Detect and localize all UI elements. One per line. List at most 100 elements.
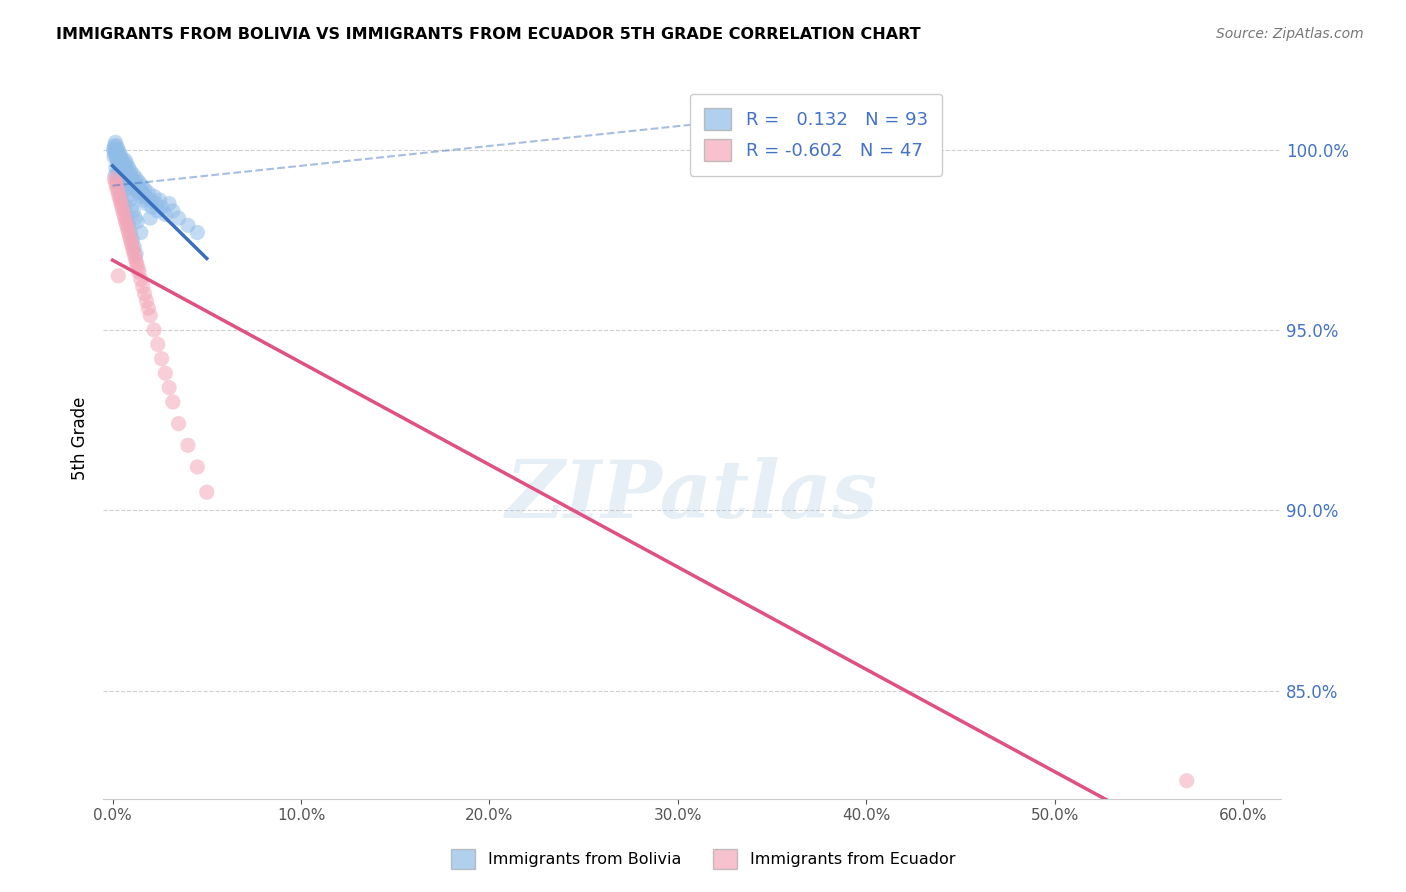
Point bbox=[108, 182, 131, 196]
Point bbox=[131, 279, 153, 293]
Point bbox=[111, 203, 134, 218]
Point bbox=[122, 244, 145, 258]
Point bbox=[111, 161, 134, 175]
Point bbox=[104, 136, 127, 150]
Point bbox=[167, 211, 190, 226]
Point bbox=[162, 203, 184, 218]
Point bbox=[125, 171, 148, 186]
Point bbox=[104, 161, 127, 175]
Point bbox=[186, 226, 208, 240]
Point bbox=[127, 261, 149, 276]
Point bbox=[108, 189, 131, 203]
Point bbox=[141, 200, 163, 214]
Point bbox=[150, 351, 173, 366]
Point bbox=[112, 157, 135, 171]
Point bbox=[155, 366, 177, 380]
Point bbox=[129, 189, 152, 203]
Point bbox=[125, 247, 148, 261]
Point bbox=[114, 211, 136, 226]
Point bbox=[186, 459, 208, 474]
Point bbox=[111, 153, 134, 168]
Point bbox=[108, 164, 131, 178]
Point bbox=[118, 168, 141, 182]
Point bbox=[103, 139, 125, 153]
Y-axis label: 5th Grade: 5th Grade bbox=[72, 396, 89, 480]
Point bbox=[111, 196, 134, 211]
Text: IMMIGRANTS FROM BOLIVIA VS IMMIGRANTS FROM ECUADOR 5TH GRADE CORRELATION CHART: IMMIGRANTS FROM BOLIVIA VS IMMIGRANTS FR… bbox=[56, 27, 921, 42]
Point bbox=[128, 175, 150, 189]
Point bbox=[122, 203, 145, 218]
Point bbox=[108, 153, 131, 168]
Point bbox=[143, 189, 166, 203]
Point bbox=[131, 178, 153, 193]
Point bbox=[115, 168, 138, 182]
Point bbox=[111, 171, 134, 186]
Point bbox=[110, 157, 132, 171]
Point bbox=[125, 178, 148, 193]
Point bbox=[135, 196, 157, 211]
Point bbox=[115, 211, 138, 226]
Point bbox=[129, 272, 152, 286]
Point bbox=[107, 143, 129, 157]
Point bbox=[107, 157, 129, 171]
Point bbox=[122, 240, 145, 254]
Point bbox=[167, 417, 190, 431]
Point bbox=[104, 168, 127, 182]
Point bbox=[1175, 773, 1198, 788]
Point bbox=[110, 161, 132, 175]
Point bbox=[104, 143, 127, 157]
Point bbox=[157, 381, 180, 395]
Point bbox=[108, 193, 131, 207]
Point bbox=[128, 265, 150, 279]
Point bbox=[112, 178, 135, 193]
Point bbox=[115, 157, 138, 171]
Point bbox=[118, 175, 141, 189]
Point bbox=[110, 196, 132, 211]
Point bbox=[129, 226, 152, 240]
Point bbox=[138, 301, 160, 316]
Point bbox=[139, 193, 162, 207]
Point bbox=[110, 150, 132, 164]
Point bbox=[114, 153, 136, 168]
Legend: Immigrants from Bolivia, Immigrants from Ecuador: Immigrants from Bolivia, Immigrants from… bbox=[444, 843, 962, 875]
Point bbox=[117, 189, 139, 203]
Point bbox=[122, 168, 145, 182]
Point bbox=[114, 161, 136, 175]
Point bbox=[107, 186, 129, 200]
Point bbox=[117, 164, 139, 178]
Point bbox=[110, 189, 132, 203]
Point bbox=[120, 171, 142, 186]
Point bbox=[117, 226, 139, 240]
Point bbox=[135, 293, 157, 308]
Point bbox=[103, 150, 125, 164]
Point bbox=[117, 161, 139, 175]
Point bbox=[107, 268, 129, 283]
Point bbox=[103, 171, 125, 186]
Point bbox=[145, 196, 167, 211]
Point bbox=[122, 175, 145, 189]
Point bbox=[139, 309, 162, 323]
Point bbox=[155, 207, 177, 221]
Point bbox=[134, 286, 156, 301]
Point bbox=[114, 215, 136, 229]
Point bbox=[162, 395, 184, 409]
Point bbox=[105, 178, 128, 193]
Point bbox=[121, 178, 143, 193]
Point bbox=[128, 182, 150, 196]
Point bbox=[118, 193, 141, 207]
Point bbox=[120, 226, 142, 240]
Point bbox=[124, 211, 146, 226]
Point bbox=[107, 150, 129, 164]
Point bbox=[105, 139, 128, 153]
Point bbox=[157, 196, 180, 211]
Point bbox=[132, 193, 155, 207]
Point bbox=[143, 323, 166, 337]
Point bbox=[146, 337, 169, 351]
Point bbox=[108, 146, 131, 161]
Point bbox=[131, 186, 153, 200]
Point bbox=[103, 143, 125, 157]
Legend: R =   0.132   N = 93, R = -0.602   N = 47: R = 0.132 N = 93, R = -0.602 N = 47 bbox=[689, 94, 942, 176]
Point bbox=[107, 168, 129, 182]
Point bbox=[124, 182, 146, 196]
Point bbox=[105, 150, 128, 164]
